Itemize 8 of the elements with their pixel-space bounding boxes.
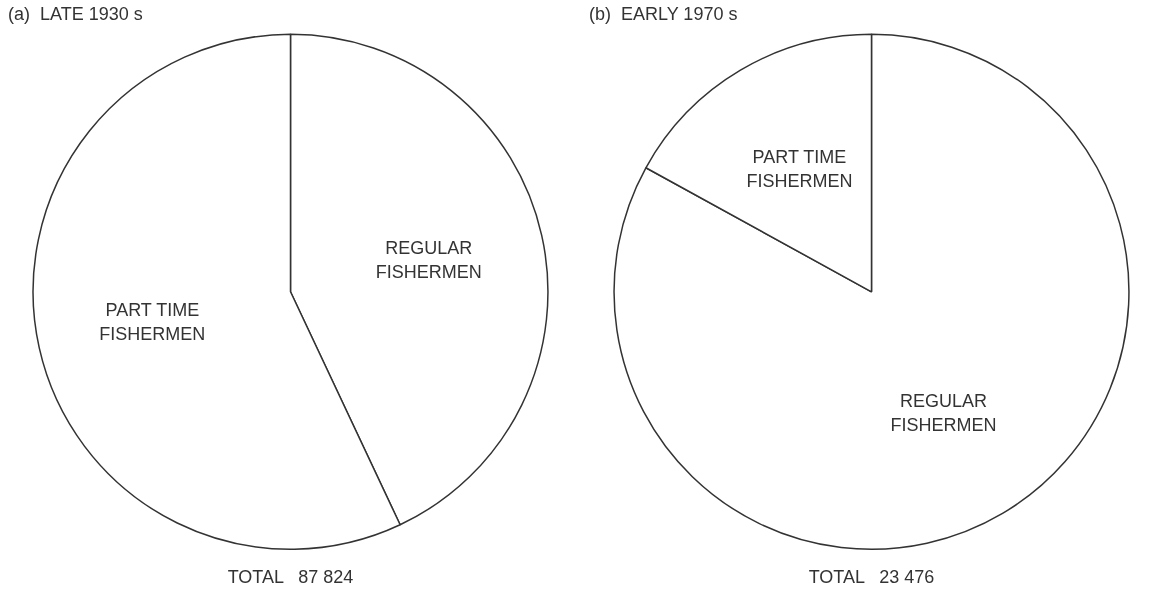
slice-label: REGULAR FISHERMEN — [375, 237, 482, 282]
slice-label: PART TIME FISHERMEN — [99, 299, 206, 344]
slice-label: REGULAR FISHERMEN — [890, 390, 997, 435]
text: TOTAL 87 824 — [227, 566, 354, 587]
slice-label: PART TIME FISHERMEN — [746, 146, 853, 191]
chart-title: (a) LATE 1930 s — [8, 3, 143, 24]
text: TOTAL 23 476 — [808, 566, 935, 587]
chart-title: (b) EARLY 1970 s — [589, 3, 738, 24]
